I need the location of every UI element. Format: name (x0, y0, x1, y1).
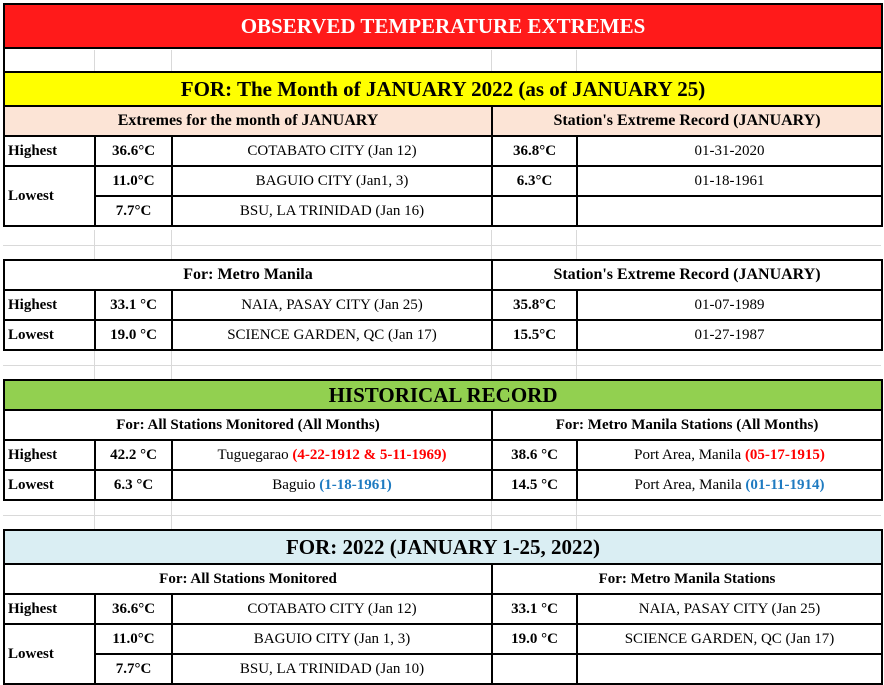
mm-station-place: NAIA, PASAY CITY (Jan 25) (575, 593, 884, 625)
record-date: 01-31-2020 (576, 135, 883, 167)
section2-left-header: For: Metro Manila (3, 259, 493, 291)
record-date-blue: (1-18-1961) (319, 476, 392, 493)
lowest-label: Lowest (3, 165, 96, 227)
record-date (576, 195, 883, 227)
historical-right-header: For: Metro Manila Stations (All Months) (490, 409, 884, 441)
mm-temp (491, 653, 578, 685)
station-place: SCIENCE GARDEN, QC (Jan 17) (171, 319, 493, 351)
page-title: OBSERVED TEMPERATURE EXTREMES (3, 3, 883, 49)
record-date-red: (05-17-1915) (744, 446, 825, 463)
temp-value: 36.6°C (94, 593, 173, 625)
current-month-table: OBSERVED TEMPERATURE EXTREMES FOR: The M… (3, 3, 883, 227)
section1-right-header: Station's Extreme Record (JANUARY) (491, 105, 883, 137)
year-banner: FOR: 2022 (JANUARY 1-25, 2022) (2, 529, 884, 565)
temp-value: 42.2 °C (94, 439, 173, 471)
historical-left-header: For: All Stations Monitored (All Months) (3, 409, 493, 441)
station-place: Baguio (1-18-1961) (171, 469, 493, 501)
record-temp: 36.8°C (491, 135, 578, 167)
station-name: Port Area, Manila (634, 446, 745, 463)
record-date: 01-18-1961 (576, 165, 883, 197)
section2-right-header: Station's Extreme Record (JANUARY) (491, 259, 883, 291)
historical-record-table: HISTORICAL RECORD For: All Stations Moni… (2, 379, 884, 501)
record-temp: 15.5°C (491, 319, 578, 351)
highest-label: Highest (3, 439, 96, 471)
temp-value: 19.0 °C (94, 319, 173, 351)
temp-value: 6.3 °C (94, 469, 173, 501)
station-place: BAGUIO CITY (Jan 1, 3) (171, 623, 493, 655)
station-name: Tuguegarao (217, 446, 293, 463)
temp-value: 7.7°C (94, 653, 173, 685)
month-banner: FOR: The Month of JANUARY 2022 (as of JA… (3, 71, 883, 107)
record-temp: 35.8°C (491, 289, 578, 321)
lowest-label: Lowest (3, 319, 96, 351)
station-place: COTABATO CITY (Jan 12) (171, 593, 493, 625)
mm-temp: 19.0 °C (491, 623, 578, 655)
spacer-row (3, 47, 883, 73)
station-place: COTABATO CITY (Jan 12) (171, 135, 493, 167)
station-place: NAIA, PASAY CITY (Jan 25) (171, 289, 493, 321)
record-date-blue: (01-11-1914) (745, 476, 825, 493)
year-right-header: For: Metro Manila Stations (490, 563, 884, 595)
temp-value: 7.7°C (94, 195, 173, 227)
station-place: BSU, LA TRINIDAD (Jan 10) (171, 653, 493, 685)
station-name: Baguio (272, 476, 320, 493)
historical-banner: HISTORICAL RECORD (2, 379, 884, 411)
record-date: 01-07-1989 (576, 289, 883, 321)
station-place: Tuguegarao (4-22-1912 & 5-11-1969) (171, 439, 493, 471)
record-date-red: (4-22-1912 & 5-11-1969) (292, 446, 447, 463)
year-to-date-table: FOR: 2022 (JANUARY 1-25, 2022) For: All … (2, 529, 884, 685)
temp-value: 36.6°C (94, 135, 173, 167)
highest-label: Highest (3, 135, 96, 167)
record-temp (491, 195, 578, 227)
temp-value: 11.0°C (94, 165, 173, 197)
record-temp: 6.3°C (491, 165, 578, 197)
lowest-label: Lowest (3, 469, 96, 501)
section1-left-header: Extremes for the month of JANUARY (3, 105, 493, 137)
mm-station-place: SCIENCE GARDEN, QC (Jan 17) (575, 623, 884, 655)
station-place: Port Area, Manila (01-11-1914) (575, 469, 884, 501)
station-place: BSU, LA TRINIDAD (Jan 16) (171, 195, 493, 227)
lowest-label: Lowest (3, 623, 96, 685)
highest-label: Highest (3, 593, 96, 625)
station-place: BAGUIO CITY (Jan1, 3) (171, 165, 493, 197)
temp-value: 11.0°C (94, 623, 173, 655)
highest-label: Highest (3, 289, 96, 321)
station-place: Port Area, Manila (05-17-1915) (575, 439, 884, 471)
station-name: Port Area, Manila (634, 476, 746, 493)
mm-station-place (575, 653, 884, 685)
temp-value: 33.1 °C (94, 289, 173, 321)
mm-temp: 33.1 °C (491, 593, 578, 625)
metro-manila-table: For: Metro Manila Station's Extreme Reco… (3, 259, 883, 351)
year-left-header: For: All Stations Monitored (3, 563, 493, 595)
record-date: 01-27-1987 (576, 319, 883, 351)
record-temp: 38.6 °C (491, 439, 578, 471)
record-temp: 14.5 °C (491, 469, 578, 501)
